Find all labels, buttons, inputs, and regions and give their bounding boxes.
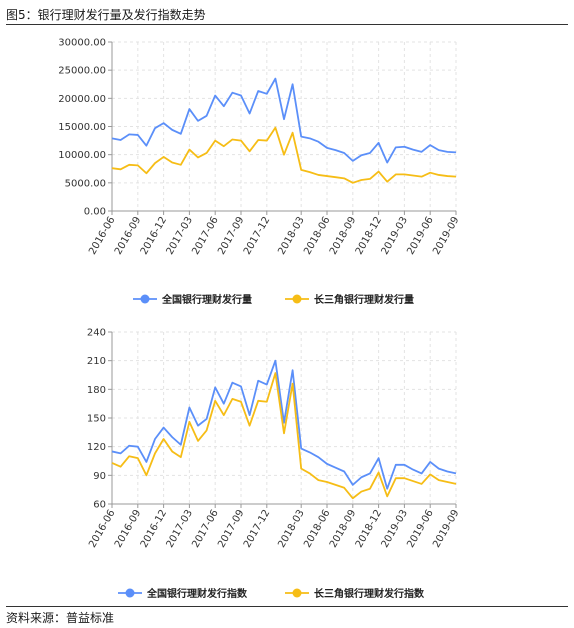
legend-marker-0 (125, 588, 135, 598)
legend-label-1: 长三角银行理财发行量 (314, 293, 414, 306)
y-tick-label: 10000.00 (58, 150, 106, 161)
legend-label-1: 长三角银行理财发行指数 (314, 587, 425, 600)
y-tick-label: 240 (87, 328, 106, 339)
x-tick-label: 2019-09 (431, 215, 461, 257)
source-note: 资料来源：普益标准 (6, 611, 115, 625)
legend-marker-1 (292, 588, 302, 598)
legend-marker-1 (292, 294, 302, 304)
y-tick-label: 180 (87, 385, 106, 396)
y-tick-label: 20000.00 (58, 94, 106, 105)
y-tick-label: 15000.00 (58, 122, 106, 133)
y-tick-label: 210 (87, 356, 106, 367)
series-line-1 (111, 126, 457, 184)
volume-chart: 0.00 5000.00 10000.00 15000.00 20000.00 25000… (58, 38, 461, 306)
legend-label-0: 全国银行理财发行指数 (146, 587, 248, 600)
y-tick-label: 30000.00 (58, 38, 106, 49)
y-tick-label: 25000.00 (58, 66, 106, 77)
y-tick-label: 0.00 (84, 207, 106, 218)
series-line-0 (111, 77, 457, 164)
x-tick-label: 2019-09 (431, 508, 461, 550)
legend-label-0: 全国银行理财发行量 (161, 293, 252, 306)
series-line-0 (111, 359, 457, 490)
top-rule (6, 24, 568, 25)
y-tick-label: 120 (87, 442, 106, 453)
series-line-1 (111, 372, 457, 500)
y-tick-label: 90 (93, 471, 106, 482)
x-tick-label: 2017-12 (242, 508, 272, 550)
index-chart: 60901201501802102402016-062016-092016-12… (87, 328, 462, 600)
legend-marker-0 (140, 294, 150, 304)
x-tick-label: 2017-12 (242, 215, 272, 257)
y-tick-label: 5000.00 (65, 178, 106, 189)
figure-title: 图5：银行理财发行量及发行指数走势 (6, 8, 206, 22)
y-tick-label: 60 (93, 500, 106, 511)
y-tick-label: 150 (87, 414, 106, 425)
bottom-rule (6, 606, 568, 607)
